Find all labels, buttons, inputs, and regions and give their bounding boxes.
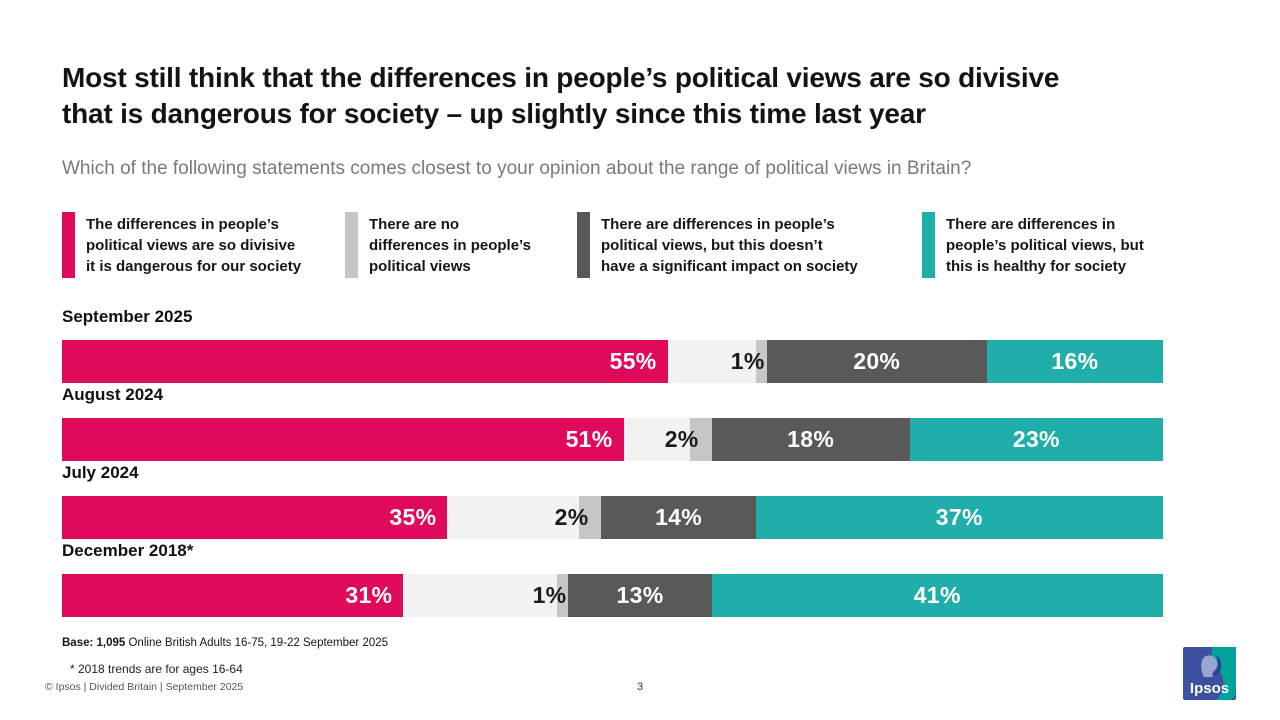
logo-text: Ipsos: [1190, 680, 1229, 697]
segment-value-label: 31%: [345, 582, 393, 608]
survey-question-subtitle: Which of the following statements comes …: [62, 158, 972, 179]
segment-value-label: 16%: [1051, 348, 1099, 374]
legend-swatch-no-impact: [577, 212, 590, 278]
base-note: Base: 1,095 Online British Adults 16-75,…: [62, 637, 388, 649]
footnote-2018-trends: * 2018 trends are for ages 16-64: [70, 662, 243, 676]
legend-label-healthy: There are differences in people’s politi…: [946, 216, 1144, 275]
segment-unlabelled: 1%: [667, 340, 764, 383]
segment-dangerous: 55%: [62, 340, 668, 383]
segment-value-label: 2%: [554, 504, 589, 530]
stacked-bar: 31% 1% 13% 41%: [62, 574, 1163, 617]
segment-no-impact: 18%: [711, 418, 910, 461]
bar-row: December 2018* 31% 1% 13% 41%: [62, 541, 1163, 617]
copyright-line: © Ipsos | Divided Britain | September 20…: [45, 681, 244, 693]
legend-swatch-no-differences: [345, 212, 358, 278]
segment-dangerous: 31%: [62, 574, 404, 617]
stacked-bar: 51% 2% 18% 23%: [62, 418, 1163, 461]
bar-row: July 2024 35% 2% 14% 37%: [62, 463, 1163, 539]
segment-healthy: 37%: [755, 496, 1163, 539]
segment-value-label: 35%: [389, 504, 437, 530]
logo-face-silhouette: [1201, 655, 1218, 677]
bar-row-label: July 2024: [62, 463, 139, 482]
base-note-rest: Online British Adults 16-75, 19-22 Septe…: [125, 637, 389, 649]
segment-dangerous: 35%: [62, 496, 448, 539]
segment-no-differences: [579, 496, 602, 539]
segment-value-label: 13%: [616, 582, 664, 608]
segment-value-label: 18%: [787, 426, 835, 452]
stacked-bar: 35% 2% 14% 37%: [62, 496, 1163, 539]
legend-item-healthy: There are differences in people’s politi…: [922, 212, 1162, 278]
ipsos-logo: Ipsos: [1183, 647, 1236, 700]
segment-value-label: 41%: [913, 582, 961, 608]
page-title: Most still think that the differences in…: [62, 62, 1060, 129]
segment-value-label: 23%: [1012, 426, 1060, 452]
legend-swatch-dangerous: [62, 212, 75, 278]
segment-no-differences: [755, 340, 767, 383]
segment-value-label: 20%: [853, 348, 901, 374]
legend-item-no-differences: There are no differences in people’s pol…: [345, 212, 550, 278]
page-number: 3: [636, 681, 644, 693]
segment-no-impact: 13%: [568, 574, 712, 617]
bar-row: September 2025 55% 1% 20% 16%: [62, 307, 1163, 383]
segment-value-label: 14%: [655, 504, 702, 530]
segment-value-label: 1%: [730, 348, 765, 374]
legend-label-dangerous: The differences in people’s political vi…: [86, 216, 302, 275]
segment-healthy: 16%: [986, 340, 1163, 383]
legend-label-no-differences: There are no differences in people’s pol…: [369, 216, 531, 275]
legend-swatch-healthy: [922, 212, 935, 278]
segment-no-impact: 20%: [766, 340, 987, 383]
segment-no-differences: [557, 574, 569, 617]
bar-row-label: September 2025: [62, 307, 193, 326]
bar-row: August 2024 51% 2% 18% 23%: [62, 385, 1163, 461]
segment-dangerous: 51%: [62, 418, 624, 461]
logo-face-shadow: [1214, 655, 1222, 676]
legend-item-no-impact: There are differences in people’s politi…: [577, 212, 912, 278]
segment-value-label: 51%: [565, 426, 613, 452]
segment-no-impact: 14%: [601, 496, 756, 539]
segment-value-label: 2%: [664, 426, 699, 452]
bar-row-label: August 2024: [62, 385, 164, 404]
segment-healthy: 41%: [711, 574, 1163, 617]
segment-no-differences: [689, 418, 712, 461]
legend-item-dangerous: The differences in people’s political vi…: [62, 212, 320, 278]
stacked-bar: 55% 1% 20% 16%: [62, 340, 1163, 383]
segment-value-label: 1%: [532, 582, 567, 608]
segment-value-label: 55%: [609, 348, 657, 374]
segment-value-label: 37%: [935, 504, 983, 530]
legend-label-no-impact: There are differences in people’s politi…: [601, 216, 858, 275]
segment-healthy: 23%: [909, 418, 1163, 461]
segment-unlabelled: 2%: [447, 496, 588, 539]
base-note-bold: Base: 1,095: [62, 637, 126, 649]
segment-unlabelled: 2%: [623, 418, 698, 461]
segment-unlabelled: 1%: [403, 574, 566, 617]
bar-row-label: December 2018*: [62, 541, 194, 560]
